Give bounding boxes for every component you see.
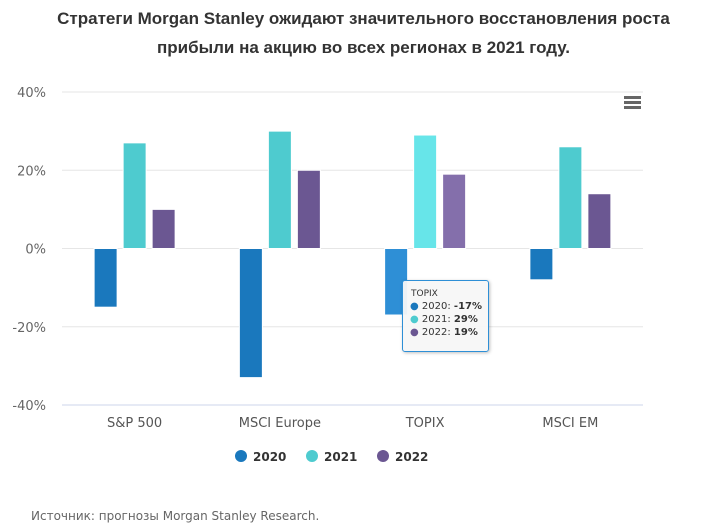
tooltip-label: 2022: bbox=[421, 327, 454, 338]
gridlines bbox=[62, 91, 643, 406]
legend-label: 2020 bbox=[253, 450, 286, 464]
series-dot-icon: ● bbox=[410, 314, 419, 325]
tooltip-title: TOPIX bbox=[411, 289, 438, 299]
y-axis-labels: 40% 20% 0% -20% -40% bbox=[12, 86, 46, 414]
legend: 2020 2021 2022 bbox=[235, 450, 428, 464]
y-tick-label: -40% bbox=[12, 399, 46, 414]
y-tick-label: 0% bbox=[25, 243, 46, 258]
chart-title-line-1: Стратеги Morgan Stanley ожидают значител… bbox=[57, 9, 670, 28]
chart-title: Стратеги Morgan Stanley ожидают значител… bbox=[0, 4, 727, 62]
bars bbox=[93, 130, 612, 379]
bar-2021-msci-em[interactable] bbox=[558, 146, 583, 249]
bar-2022-msci-europe[interactable] bbox=[296, 169, 321, 249]
tooltip-row-2022: ● 2022: 19% bbox=[410, 327, 488, 338]
legend-marker-icon bbox=[306, 450, 318, 462]
bar-2021-s-p-500[interactable] bbox=[122, 142, 147, 249]
tooltip-value: -17% bbox=[453, 301, 483, 312]
x-tick-label: MSCI EM bbox=[542, 416, 598, 431]
legend-item-2020[interactable]: 2020 bbox=[235, 450, 286, 464]
bar-2021-topix[interactable] bbox=[413, 134, 438, 250]
bar-2020-msci-em[interactable] bbox=[529, 248, 554, 281]
chart-title-line-2: прибыли на акцию во всех регионах в 2021… bbox=[157, 38, 570, 57]
series-dot-icon: ● bbox=[410, 301, 419, 312]
tooltip-value: 29% bbox=[453, 314, 478, 325]
y-tick-label: 40% bbox=[17, 86, 46, 101]
bar-2021-msci-europe[interactable] bbox=[267, 130, 292, 249]
legend-label: 2021 bbox=[324, 450, 357, 464]
legend-label: 2022 bbox=[395, 450, 428, 464]
tooltip-label: 2020: bbox=[421, 301, 454, 312]
tooltip-row-2021: ● 2021: 29% bbox=[410, 314, 488, 325]
series-dot-icon: ● bbox=[410, 327, 419, 338]
y-tick-label: 20% bbox=[17, 164, 46, 179]
bar-2020-s-p-500[interactable] bbox=[93, 248, 118, 308]
hamburger-menu-icon[interactable] bbox=[620, 94, 644, 114]
y-tick-label: -20% bbox=[12, 321, 46, 336]
legend-marker-icon bbox=[235, 450, 247, 462]
bar-2022-msci-em[interactable] bbox=[587, 193, 612, 250]
legend-marker-icon bbox=[377, 450, 389, 462]
x-tick-label: MSCI Europe bbox=[239, 416, 321, 431]
legend-item-2021[interactable]: 2021 bbox=[306, 450, 357, 464]
tooltip: TOPIX ● 2020: -17% ● 2021: 29% ● 2022: 1… bbox=[402, 280, 489, 352]
bar-2020-msci-europe[interactable] bbox=[238, 248, 263, 379]
x-tick-label: S&P 500 bbox=[107, 416, 162, 431]
tooltip-label: 2021: bbox=[421, 314, 454, 325]
x-tick-label: TOPIX bbox=[405, 416, 445, 431]
x-axis-labels: S&P 500 MSCI Europe TOPIX MSCI EM bbox=[107, 416, 598, 431]
bar-2022-topix[interactable] bbox=[442, 173, 467, 250]
tooltip-value: 19% bbox=[453, 327, 478, 338]
bar-2022-s-p-500[interactable] bbox=[151, 208, 176, 249]
source-note: Источник: прогнозы Morgan Stanley Resear… bbox=[31, 509, 320, 523]
tooltip-row-2020: ● 2020: -17% bbox=[410, 301, 488, 312]
legend-item-2022[interactable]: 2022 bbox=[377, 450, 428, 464]
